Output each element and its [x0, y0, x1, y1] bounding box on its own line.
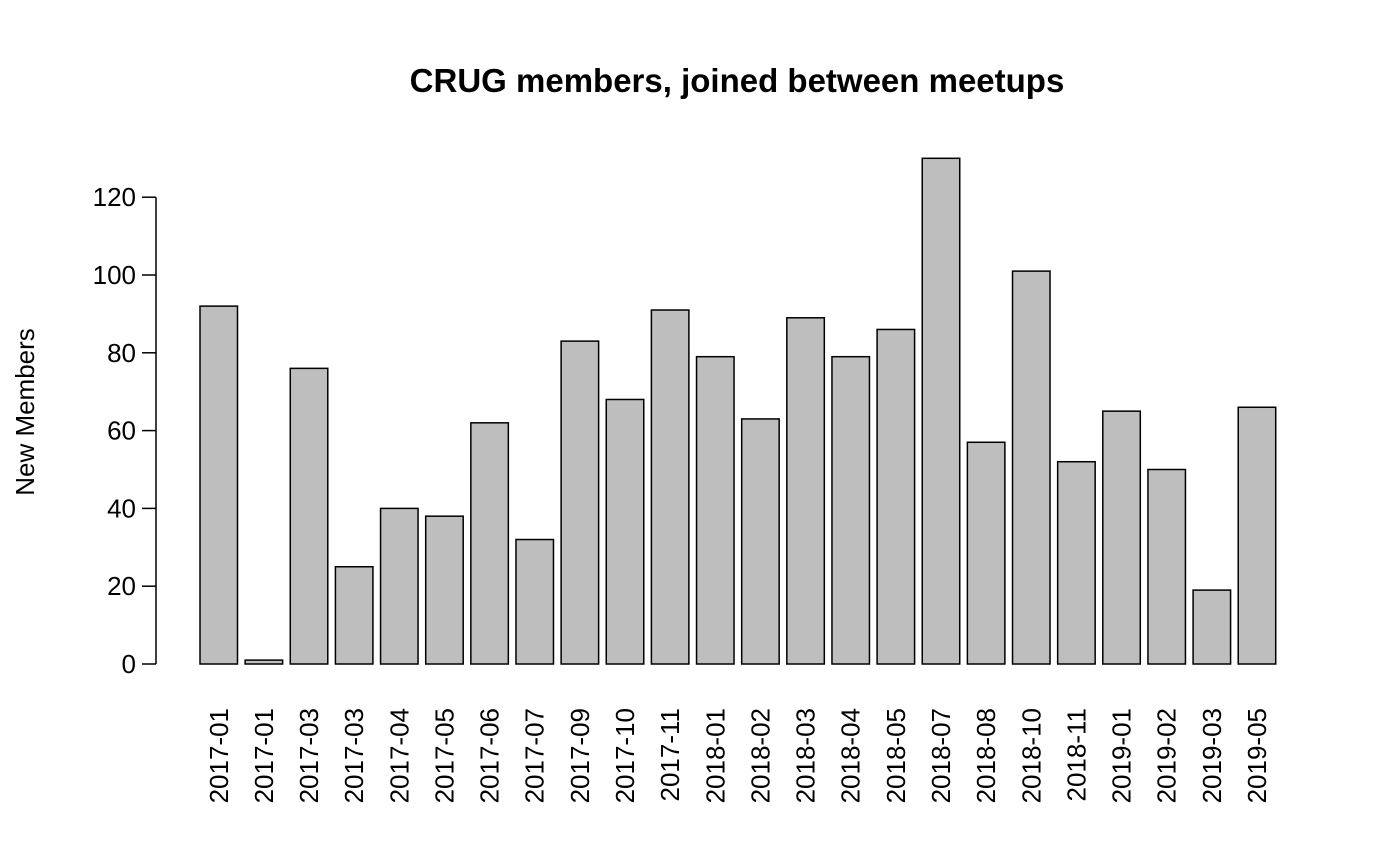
y-tick-label: 20	[107, 571, 136, 601]
bar	[605, 398, 645, 665]
chart-title: CRUG members, joined between meetups	[410, 62, 1065, 99]
x-tick-label: 2018-03	[791, 708, 821, 803]
x-tick-label: 2017-06	[475, 708, 505, 803]
x-tick-label: 2017-03	[294, 708, 324, 803]
x-tick-label: 2018-05	[881, 708, 911, 803]
bar	[515, 538, 555, 665]
x-tick-label: 2019-03	[1197, 708, 1227, 803]
bars-group	[199, 157, 1277, 665]
bar	[560, 340, 600, 665]
bar	[876, 328, 916, 665]
y-axis-label: New Members	[10, 328, 40, 496]
x-tick-label: 2018-10	[1016, 708, 1046, 803]
x-tick-label: 2019-02	[1152, 708, 1182, 803]
bar	[334, 566, 374, 665]
x-tick-label: 2018-02	[745, 708, 775, 803]
y-tick-label: 100	[93, 260, 136, 290]
x-tick-label: 2017-03	[339, 708, 369, 803]
y-tick-label: 40	[107, 493, 136, 523]
x-tick-label: 2019-05	[1242, 708, 1272, 803]
x-tick-label: 2018-07	[926, 708, 956, 803]
x-tick-labels: 2017-01 2017-01 2017-03 2017-03 2017-04 2017-…	[204, 708, 1272, 803]
x-tick-label: 2019-01	[1107, 708, 1137, 803]
y-tick-label: 60	[107, 416, 136, 446]
bar	[1102, 410, 1142, 665]
x-tick-label: 2017-07	[520, 708, 550, 803]
bar	[379, 507, 419, 665]
x-tick-label: 2018-01	[700, 708, 730, 803]
x-tick-label: 2017-11	[655, 708, 685, 802]
y-tick-label: 120	[93, 182, 136, 212]
bar	[921, 157, 961, 665]
x-tick-label: 2017-10	[610, 708, 640, 803]
x-tick-label: 2018-08	[971, 708, 1001, 803]
bar	[786, 317, 826, 665]
bar	[650, 309, 690, 665]
y-axis: 0 20 40 60 80 100 120	[93, 182, 157, 679]
bar	[831, 355, 871, 665]
bar	[1011, 270, 1051, 665]
x-tick-label: 2017-04	[384, 708, 414, 803]
y-tick-label: 80	[107, 338, 136, 368]
bar	[244, 659, 284, 665]
x-tick-label: 2017-09	[565, 708, 595, 803]
x-tick-label: 2017-05	[429, 708, 459, 803]
bar	[424, 515, 464, 665]
x-tick-label: 2017-01	[249, 708, 279, 803]
bar	[740, 418, 780, 665]
bar	[289, 367, 329, 665]
x-tick-label: 2018-11	[1061, 708, 1091, 802]
x-tick-label: 2017-01	[204, 708, 234, 803]
bar	[966, 441, 1006, 665]
bar	[1056, 460, 1096, 665]
bar	[695, 355, 735, 665]
bar	[470, 422, 510, 665]
bar	[1147, 468, 1187, 665]
bar	[1192, 589, 1232, 665]
x-tick-label: 2018-04	[836, 708, 866, 803]
y-tick-label: 0	[122, 649, 136, 679]
bar	[1237, 406, 1277, 665]
bar	[199, 305, 239, 665]
